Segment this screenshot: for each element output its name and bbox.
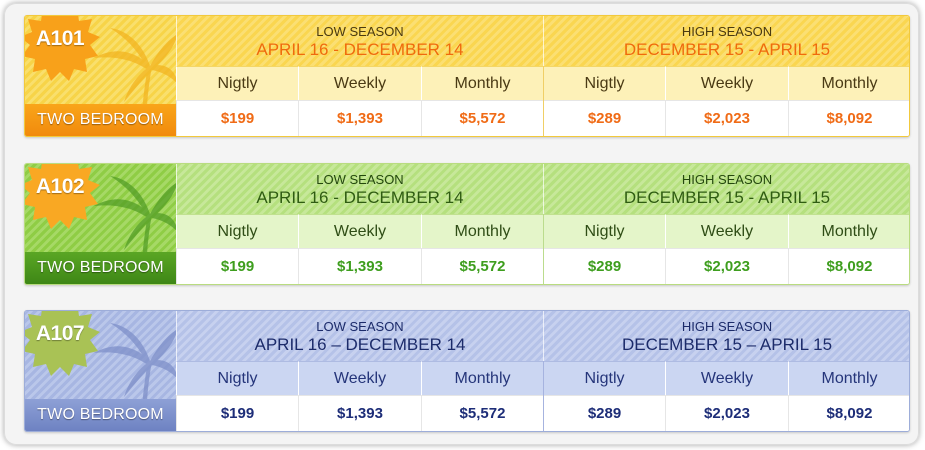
period-header: Monthly (421, 214, 543, 248)
season-label: LOW SEASON (316, 24, 404, 39)
season-dates: APRIL 16 - DECEMBER 14 (256, 40, 464, 59)
period-header: Weekly (298, 214, 421, 248)
rate-value: $1,393 (298, 100, 421, 136)
period-header: Monthly (788, 361, 909, 395)
unit-code: A101 (35, 27, 85, 50)
season-dates: DECEMBER 15 - APRIL 15 (623, 40, 831, 59)
unit-header: A101 TWO BEDROOM (25, 16, 176, 136)
rate-value: $8,092 (788, 248, 909, 284)
season-divider (543, 214, 544, 284)
unit-code: A107 (35, 322, 85, 345)
palm-tree-icon (94, 323, 176, 431)
low-season-header: LOW SEASON APRIL 16 - DECEMBER 14 (176, 16, 543, 66)
unit-header: A107 TWO BEDROOM (25, 311, 176, 431)
rate-value: $1,393 (298, 248, 421, 284)
rate-value: $289 (543, 100, 665, 136)
period-header: Nigtly (176, 214, 298, 248)
season-label: HIGH SEASON (681, 172, 773, 187)
high-season-header: HIGH SEASON DECEMBER 15 – APRIL 15 (543, 311, 909, 361)
rate-value: $1,393 (298, 395, 421, 431)
unit-type-label: TWO BEDROOM (25, 399, 176, 431)
season-dates: DECEMBER 15 – APRIL 15 (621, 335, 833, 354)
period-header: Monthly (421, 361, 543, 395)
season-dates: APRIL 16 - DECEMBER 14 (256, 188, 464, 207)
rate-value: $2,023 (665, 100, 788, 136)
rate-value: $289 (543, 248, 665, 284)
season-divider (543, 66, 544, 136)
high-season-header: HIGH SEASON DECEMBER 15 - APRIL 15 (543, 164, 909, 214)
unit-pricing-card-a102: A102 TWO BEDROOM LOW SEASON APRIL 16 - D… (24, 163, 910, 285)
rate-value: $5,572 (421, 248, 543, 284)
period-header: Weekly (665, 214, 788, 248)
period-header: Nigtly (176, 361, 298, 395)
unit-code: A102 (35, 175, 85, 198)
period-header: Nigtly (543, 66, 665, 100)
rate-value: $8,092 (788, 100, 909, 136)
rate-value: $199 (176, 395, 298, 431)
season-label: LOW SEASON (316, 172, 404, 187)
period-header: Monthly (788, 66, 909, 100)
rate-value: $289 (543, 395, 665, 431)
season-divider (543, 361, 544, 431)
period-header: Monthly (788, 214, 909, 248)
low-season-header: LOW SEASON APRIL 16 - DECEMBER 14 (176, 164, 543, 214)
season-label: HIGH SEASON (681, 319, 773, 334)
rate-table: LOW SEASON APRIL 16 - DECEMBER 14 HIGH S… (176, 164, 909, 284)
period-header: Weekly (298, 361, 421, 395)
season-dates: DECEMBER 15 - APRIL 15 (623, 188, 831, 207)
rate-value: $2,023 (665, 248, 788, 284)
pricing-panel: A101 TWO BEDROOM LOW SEASON APRIL 16 - D… (4, 3, 919, 445)
unit-pricing-card-a107: A107 TWO BEDROOM LOW SEASON APRIL 16 – D… (24, 310, 910, 432)
unit-header: A102 TWO BEDROOM (25, 164, 176, 284)
period-header: Nigtly (543, 214, 665, 248)
season-dates: APRIL 16 – DECEMBER 14 (254, 335, 466, 354)
period-header: Monthly (421, 66, 543, 100)
rate-value: $5,572 (421, 395, 543, 431)
period-header: Weekly (665, 66, 788, 100)
starburst-icon (25, 311, 100, 376)
period-header: Weekly (298, 66, 421, 100)
season-label: HIGH SEASON (681, 24, 773, 39)
period-header: Nigtly (176, 66, 298, 100)
unit-type-label: TWO BEDROOM (25, 104, 176, 136)
rate-value: $199 (176, 248, 298, 284)
period-header: Nigtly (543, 361, 665, 395)
rate-value: $2,023 (665, 395, 788, 431)
high-season-header: HIGH SEASON DECEMBER 15 - APRIL 15 (543, 16, 909, 66)
rate-table: LOW SEASON APRIL 16 - DECEMBER 14 HIGH S… (176, 16, 909, 136)
season-label: LOW SEASON (316, 319, 404, 334)
rate-table: LOW SEASON APRIL 16 – DECEMBER 14 HIGH S… (176, 311, 909, 431)
low-season-header: LOW SEASON APRIL 16 – DECEMBER 14 (176, 311, 543, 361)
starburst-icon (25, 16, 100, 81)
unit-pricing-card-a101: A101 TWO BEDROOM LOW SEASON APRIL 16 - D… (24, 15, 910, 137)
starburst-icon (25, 164, 100, 229)
palm-tree-icon (94, 176, 176, 284)
period-header: Weekly (665, 361, 788, 395)
rate-value: $8,092 (788, 395, 909, 431)
unit-type-label: TWO BEDROOM (25, 252, 176, 284)
rate-value: $5,572 (421, 100, 543, 136)
rate-value: $199 (176, 100, 298, 136)
